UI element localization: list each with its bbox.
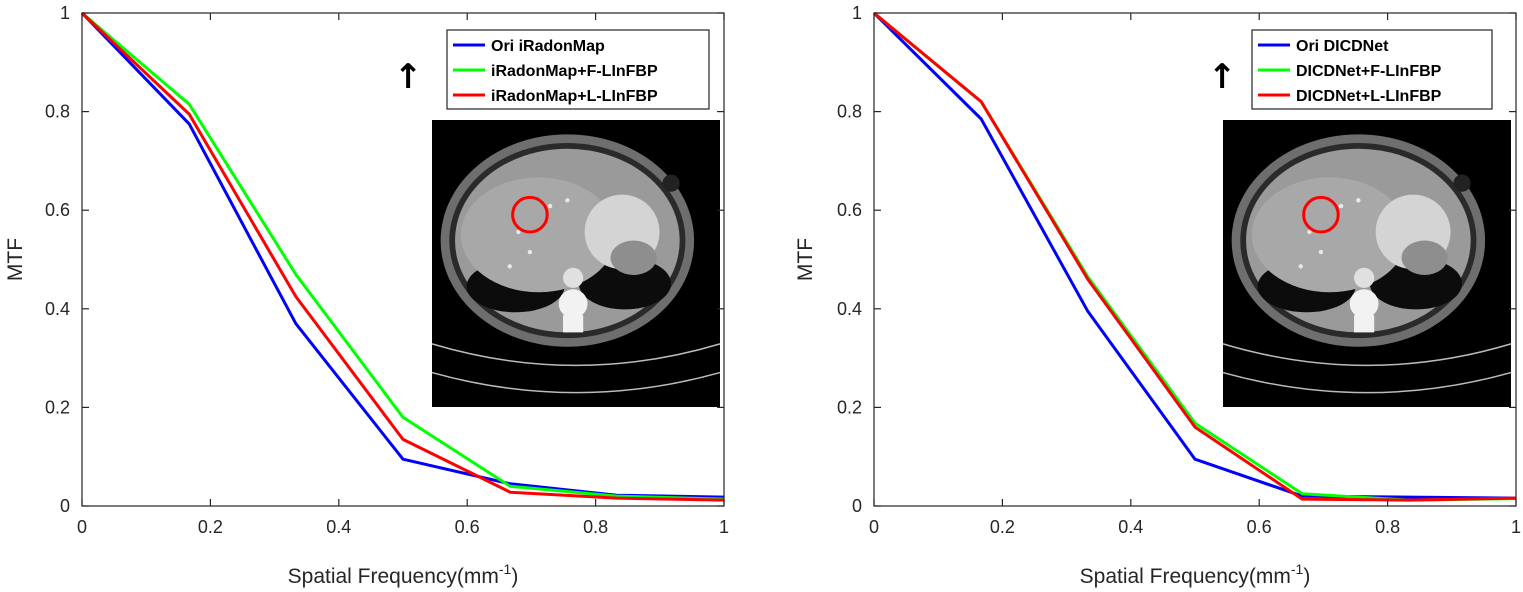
ct-table-arc [431, 343, 721, 367]
x-tick-label: 0.2 [990, 517, 1015, 537]
x-tick-label: 0.8 [583, 517, 608, 537]
ct-vessel [527, 249, 533, 255]
ct-stomach-gas [1453, 174, 1471, 192]
ct-table-arc [1222, 371, 1512, 394]
ct-liver [460, 177, 617, 293]
y-tick-label: 0 [852, 496, 862, 516]
y-tick-label: 0.6 [45, 200, 70, 220]
x-tick-label: 1 [719, 517, 729, 537]
up-arrow-icon: ↑ [1208, 57, 1237, 97]
roi-circle [1302, 195, 1340, 234]
legend-label: Ori iRadonMap [491, 38, 605, 55]
axes-box [873, 12, 1517, 507]
x-tick-label: 0.8 [1375, 517, 1400, 537]
ct-vessel [547, 203, 553, 209]
x-tick-label: 0.2 [198, 517, 223, 537]
ct-vessel [507, 264, 512, 269]
legend: Ori iRadonMap iRadonMap+F-LInFBP iRadonMap… [446, 29, 710, 110]
up-arrow-icon: ↑ [394, 57, 423, 97]
y-tick-label: 0.2 [837, 397, 862, 417]
y-tick-label: 1 [60, 3, 70, 23]
ct-heart-chamber [610, 240, 657, 275]
legend-label: Ori DICDNet [1296, 38, 1389, 55]
axes-box [81, 12, 725, 507]
x-axis-label: Spatial Frequency(mm-1) [1080, 561, 1311, 588]
y-tick-label: 0.2 [45, 397, 70, 417]
ct-vessel [516, 229, 521, 235]
ct-vessel [1298, 264, 1303, 269]
ct-aorta [1354, 267, 1375, 288]
ct-vessel [1356, 198, 1361, 203]
y-tick-label: 0.8 [837, 102, 862, 122]
ct-inset-image [1222, 120, 1512, 407]
ct-vertebra [558, 289, 588, 319]
x-tick-label: 1 [1511, 517, 1521, 537]
x-tick-label: 0.6 [1247, 517, 1272, 537]
y-tick-label: 0.4 [837, 299, 862, 319]
x-tick-label: 0.4 [1118, 517, 1143, 537]
ct-vessel [1318, 249, 1324, 255]
ct-table-arc [1222, 343, 1512, 367]
ct-table-arc [431, 371, 721, 394]
y-tick-label: 1 [852, 3, 862, 23]
ct-stomach-gas [662, 174, 680, 192]
legend-label: iRadonMap+L-LInFBP [491, 88, 658, 105]
series-line [873, 11, 1517, 502]
y-tick-label: 0.4 [45, 299, 70, 319]
y-axis-label: MTF [794, 238, 817, 281]
ct-liver [1251, 177, 1408, 293]
chart-panel: 0 0.2 0.4 0.6 0.8 1 0 0.2 0.4 0.6 0.8 1 Spatial Freq… [794, 3, 1521, 588]
legend-box [446, 29, 710, 110]
y-axis-label: MTF [4, 238, 27, 281]
legend-label: DICDNet+L-LInFBP [1296, 88, 1442, 105]
x-tick-label: 0 [869, 517, 879, 537]
series-line [81, 11, 725, 501]
ct-inset-image [431, 120, 721, 407]
roi-circle [511, 195, 549, 234]
ct-aorta [563, 267, 584, 288]
ct-vessel [565, 198, 570, 203]
x-tick-label: 0.4 [326, 517, 351, 537]
x-axis-label: Spatial Frequency(mm-1) [288, 561, 519, 588]
legend-label: iRadonMap+F-LInFBP [491, 63, 658, 80]
ct-spinous-process [563, 315, 584, 333]
ct-vessel [1338, 203, 1344, 209]
legend-label: DICDNet+F-LInFBP [1296, 63, 1442, 80]
x-tick-label: 0.6 [455, 517, 480, 537]
ct-spinous-process [1354, 315, 1375, 333]
chart-panel: 0 0.2 0.4 0.6 0.8 1 0 0.2 0.4 0.6 0.8 1 Spatial Freq… [4, 3, 729, 588]
ct-vertebra [1349, 289, 1379, 319]
ct-vessel [1307, 229, 1312, 235]
series-line [872, 11, 1517, 500]
y-tick-label: 0.6 [837, 200, 862, 220]
x-tick-label: 0 [77, 517, 87, 537]
legend: Ori DICDNet DICDNet+F-LInFBP DICDNet+L-LIn… [1251, 29, 1493, 110]
y-tick-label: 0 [60, 496, 70, 516]
ct-heart-chamber [1401, 240, 1448, 275]
y-tick-label: 0.8 [45, 102, 70, 122]
series-line [80, 11, 725, 502]
legend-box [1251, 29, 1493, 110]
